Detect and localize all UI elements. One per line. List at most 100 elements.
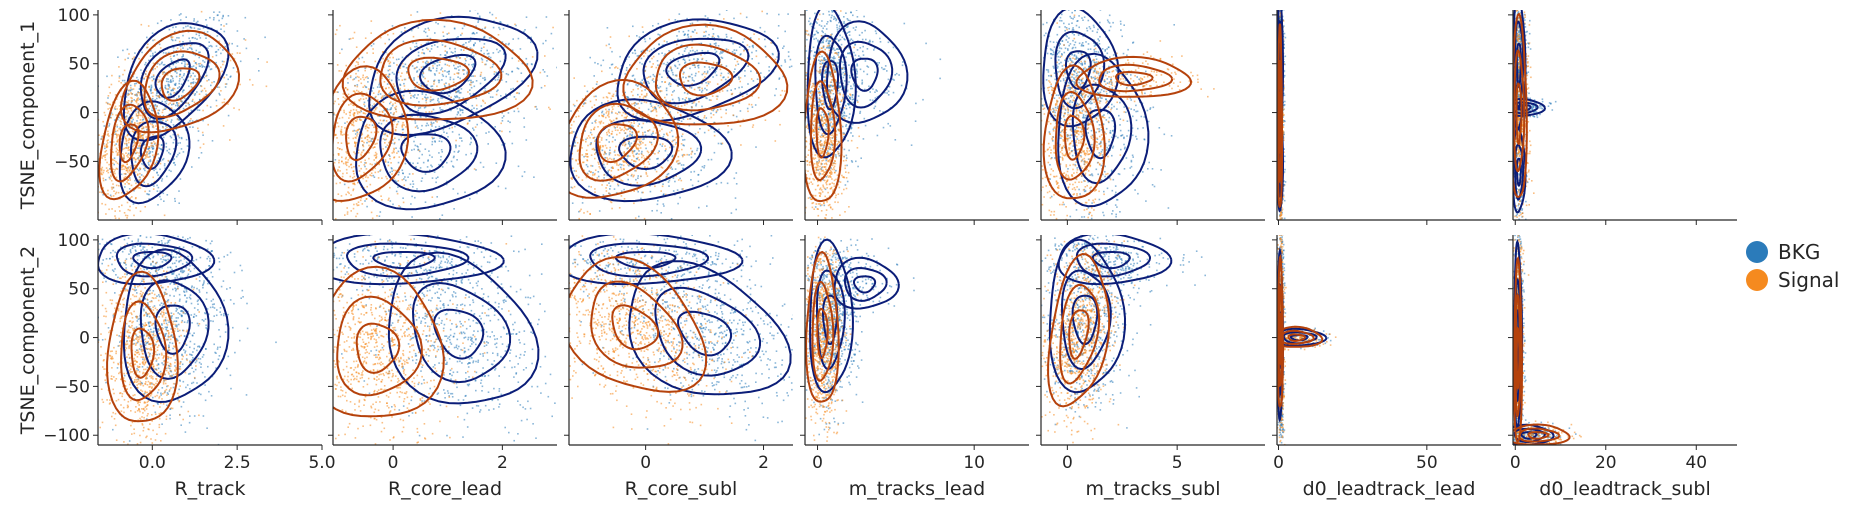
point-signal xyxy=(341,175,344,178)
point-signal xyxy=(646,92,648,95)
point-bkg xyxy=(453,98,455,100)
point-signal xyxy=(336,222,338,224)
point-bkg xyxy=(678,30,680,33)
point-signal xyxy=(145,125,147,128)
point-bkg xyxy=(684,99,686,101)
point-bkg xyxy=(145,151,148,153)
point-bkg xyxy=(178,190,180,192)
point-signal xyxy=(395,98,397,100)
point-signal xyxy=(140,100,142,102)
point-bkg xyxy=(106,75,108,78)
point-bkg xyxy=(208,41,210,43)
point-bkg xyxy=(523,126,526,128)
point-bkg xyxy=(483,52,485,55)
point-bkg xyxy=(710,158,713,161)
point-bkg xyxy=(597,63,599,65)
point-signal xyxy=(621,114,623,117)
point-signal xyxy=(647,151,650,154)
point-signal xyxy=(358,76,360,79)
point-signal xyxy=(109,103,112,106)
point-bkg xyxy=(153,143,156,145)
point-signal xyxy=(623,161,626,163)
point-signal xyxy=(133,156,135,159)
point-signal xyxy=(129,119,131,122)
point-bkg xyxy=(510,88,512,90)
point-bkg xyxy=(403,94,405,97)
point-signal xyxy=(376,72,379,74)
point-signal xyxy=(106,142,109,144)
point-signal xyxy=(125,101,127,103)
point-signal xyxy=(122,73,124,76)
point-bkg xyxy=(196,91,198,93)
point-signal xyxy=(139,210,142,213)
point-signal xyxy=(710,116,713,119)
point-bkg xyxy=(384,30,386,32)
point-bkg xyxy=(159,168,161,171)
point-bkg xyxy=(108,123,111,125)
point-signal xyxy=(154,67,156,70)
point-bkg xyxy=(612,136,614,139)
point-bkg xyxy=(718,13,721,16)
point-signal xyxy=(352,189,354,192)
point-bkg xyxy=(134,52,136,54)
point-bkg xyxy=(209,68,212,71)
point-bkg xyxy=(688,52,690,54)
point-signal xyxy=(135,137,138,139)
point-bkg xyxy=(654,90,656,93)
point-bkg xyxy=(713,122,715,124)
point-bkg xyxy=(461,140,463,142)
point-signal xyxy=(571,158,574,160)
point-bkg xyxy=(489,96,492,98)
point-signal xyxy=(590,186,592,188)
point-bkg xyxy=(519,48,522,50)
point-bkg xyxy=(691,77,694,79)
point-bkg xyxy=(691,30,694,33)
point-signal xyxy=(393,169,395,172)
point-bkg xyxy=(193,20,195,22)
point-signal xyxy=(159,80,162,83)
point-signal xyxy=(393,120,395,123)
point-signal xyxy=(652,130,654,133)
point-bkg xyxy=(691,64,694,66)
point-bkg xyxy=(136,168,139,170)
point-signal xyxy=(169,55,172,58)
point-signal xyxy=(618,207,621,209)
point-signal xyxy=(354,65,357,67)
point-bkg xyxy=(550,32,553,35)
point-signal xyxy=(110,195,113,198)
point-bkg xyxy=(670,166,673,169)
point-signal xyxy=(144,132,146,135)
point-signal xyxy=(357,128,360,131)
point-signal xyxy=(133,164,135,167)
point-bkg xyxy=(131,88,133,91)
point-bkg xyxy=(412,162,414,165)
point-signal xyxy=(628,35,630,38)
point-signal xyxy=(589,213,591,215)
point-bkg xyxy=(390,107,393,109)
point-signal xyxy=(602,145,604,147)
point-signal xyxy=(643,82,645,85)
point-bkg xyxy=(109,194,112,197)
point-bkg xyxy=(768,69,770,72)
point-signal xyxy=(114,210,116,212)
point-signal xyxy=(602,96,605,99)
point-signal xyxy=(647,113,649,116)
point-signal xyxy=(594,188,596,190)
point-signal xyxy=(587,155,589,158)
point-bkg xyxy=(607,170,609,172)
point-bkg xyxy=(679,162,681,165)
point-bkg xyxy=(669,85,672,87)
point-signal xyxy=(612,119,615,122)
point-bkg xyxy=(416,71,418,73)
point-bkg xyxy=(627,154,629,157)
point-bkg xyxy=(199,28,201,30)
point-bkg xyxy=(682,53,684,56)
point-signal xyxy=(336,91,338,93)
point-bkg xyxy=(153,156,155,158)
point-signal xyxy=(357,90,360,93)
point-bkg xyxy=(662,136,665,138)
point-bkg xyxy=(468,69,471,71)
point-signal xyxy=(142,116,144,119)
point-bkg xyxy=(431,88,434,90)
point-signal xyxy=(356,89,358,92)
